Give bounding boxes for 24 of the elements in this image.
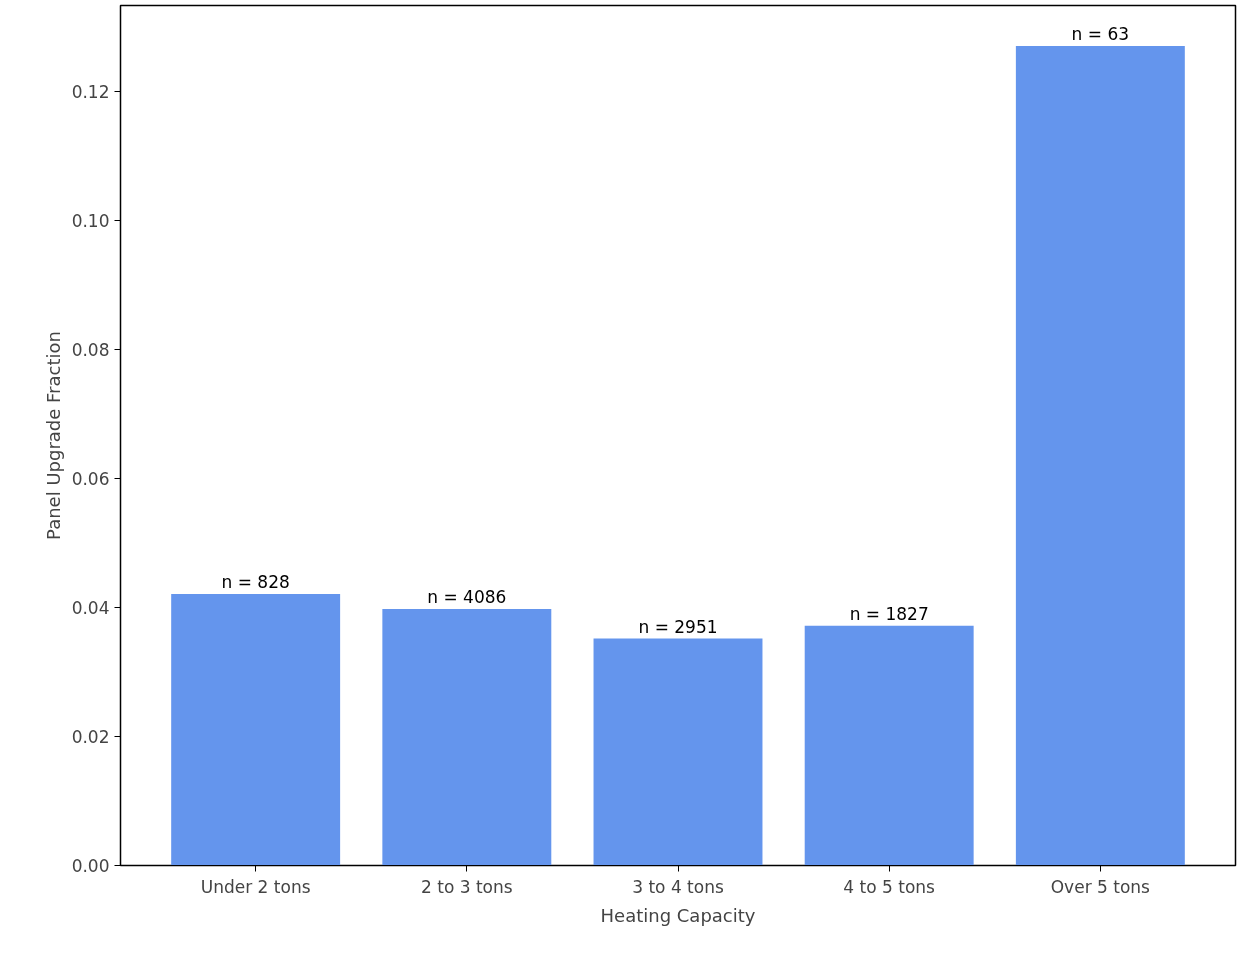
bar [1015, 46, 1185, 866]
x-axis-title: Heating Capacity [600, 904, 756, 926]
x-tick-label: 4 to 5 tons [843, 876, 936, 897]
x-tick-label: 2 to 3 tons [421, 876, 513, 897]
x-tick-label: Over 5 tons [1050, 876, 1151, 897]
y-tick-label: 0.12 [71, 82, 110, 103]
y-tick-label: 0.10 [71, 211, 110, 232]
annotation: n = 63 [1071, 24, 1130, 45]
y-tick-label: 0.00 [71, 856, 110, 876]
x-tick-label: Under 2 tons [200, 876, 311, 897]
annotation: n = 4086 [427, 586, 507, 607]
y-tick-label: 0.08 [71, 340, 110, 361]
x-tick-label: 3 to 4 tons [632, 876, 724, 897]
y-axis-title: Panel Upgrade Fraction [42, 331, 64, 540]
annotation: n = 828 [221, 572, 290, 593]
y-tick-label: 0.02 [71, 727, 110, 748]
annotation: n = 2951 [638, 616, 718, 637]
bar [382, 608, 552, 866]
bar [804, 625, 974, 866]
y-tick-label: 0.06 [71, 469, 110, 490]
bar [593, 638, 763, 866]
bar [171, 594, 341, 866]
y-tick-label: 0.04 [71, 598, 110, 619]
annotation: n = 1827 [849, 603, 929, 624]
